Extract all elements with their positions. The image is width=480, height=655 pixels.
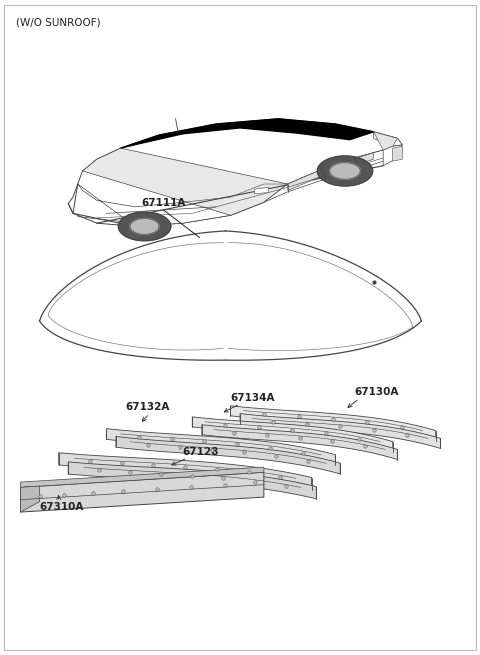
Polygon shape — [317, 156, 372, 186]
Polygon shape — [120, 119, 373, 148]
Polygon shape — [107, 428, 336, 466]
Polygon shape — [59, 453, 312, 490]
Polygon shape — [130, 219, 159, 234]
Polygon shape — [240, 413, 441, 449]
Text: 67134A: 67134A — [230, 392, 275, 403]
Text: (W/O SUNROOF): (W/O SUNROOF) — [16, 18, 100, 28]
Text: 67310A: 67310A — [39, 502, 84, 512]
Polygon shape — [116, 436, 340, 474]
Text: 67111A: 67111A — [142, 198, 186, 208]
Polygon shape — [39, 231, 421, 360]
Text: 67132A: 67132A — [125, 402, 170, 412]
Polygon shape — [393, 146, 402, 161]
Polygon shape — [119, 212, 171, 241]
Polygon shape — [383, 145, 402, 166]
Polygon shape — [288, 168, 326, 191]
Polygon shape — [373, 132, 402, 146]
Polygon shape — [78, 184, 264, 227]
Text: 67128: 67128 — [183, 447, 219, 457]
Polygon shape — [21, 472, 264, 512]
Polygon shape — [83, 148, 288, 215]
Polygon shape — [21, 467, 264, 487]
Polygon shape — [330, 162, 360, 179]
Polygon shape — [230, 405, 436, 441]
Polygon shape — [68, 462, 316, 499]
Polygon shape — [202, 424, 397, 460]
Polygon shape — [264, 146, 393, 202]
Polygon shape — [21, 486, 39, 512]
Polygon shape — [254, 187, 269, 194]
Text: 67130A: 67130A — [355, 387, 399, 398]
Polygon shape — [373, 132, 397, 150]
Polygon shape — [326, 153, 373, 174]
Polygon shape — [192, 417, 393, 452]
Polygon shape — [68, 119, 402, 227]
